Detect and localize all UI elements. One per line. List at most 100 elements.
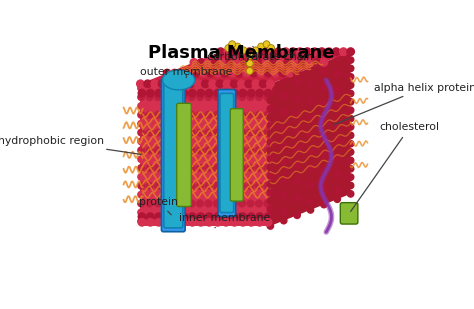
Circle shape bbox=[347, 149, 354, 155]
Circle shape bbox=[347, 174, 354, 180]
Circle shape bbox=[307, 207, 314, 213]
Circle shape bbox=[221, 69, 228, 77]
Circle shape bbox=[250, 69, 257, 77]
Circle shape bbox=[307, 81, 314, 88]
Circle shape bbox=[213, 120, 221, 128]
Circle shape bbox=[188, 173, 196, 181]
Circle shape bbox=[204, 111, 212, 119]
Circle shape bbox=[146, 83, 155, 92]
Circle shape bbox=[246, 191, 255, 199]
Circle shape bbox=[171, 129, 179, 137]
Circle shape bbox=[274, 48, 282, 55]
Circle shape bbox=[263, 173, 271, 181]
Circle shape bbox=[299, 59, 306, 66]
Polygon shape bbox=[270, 52, 351, 226]
Circle shape bbox=[221, 155, 229, 163]
Circle shape bbox=[266, 80, 274, 87]
Circle shape bbox=[196, 155, 204, 163]
Circle shape bbox=[163, 212, 172, 221]
Circle shape bbox=[163, 208, 171, 216]
Circle shape bbox=[213, 191, 221, 199]
Circle shape bbox=[179, 182, 187, 190]
Circle shape bbox=[294, 95, 301, 101]
Circle shape bbox=[154, 84, 162, 92]
Circle shape bbox=[213, 155, 221, 163]
Circle shape bbox=[246, 146, 255, 154]
Circle shape bbox=[307, 65, 314, 71]
Circle shape bbox=[229, 84, 238, 92]
Circle shape bbox=[204, 155, 212, 163]
Circle shape bbox=[267, 198, 273, 204]
Circle shape bbox=[229, 155, 238, 163]
Circle shape bbox=[238, 120, 246, 128]
Circle shape bbox=[146, 191, 154, 199]
Circle shape bbox=[334, 138, 340, 144]
Circle shape bbox=[246, 93, 255, 101]
Circle shape bbox=[163, 89, 172, 98]
Text: cholesterol: cholesterol bbox=[351, 122, 440, 211]
Circle shape bbox=[221, 182, 229, 190]
Circle shape bbox=[146, 111, 154, 119]
Circle shape bbox=[188, 89, 197, 98]
Circle shape bbox=[171, 212, 180, 221]
Circle shape bbox=[347, 82, 354, 88]
Circle shape bbox=[246, 60, 253, 67]
Circle shape bbox=[196, 93, 204, 101]
Circle shape bbox=[229, 138, 238, 146]
Circle shape bbox=[267, 206, 273, 213]
Circle shape bbox=[307, 115, 314, 121]
FancyBboxPatch shape bbox=[220, 93, 234, 213]
Circle shape bbox=[318, 48, 326, 55]
Circle shape bbox=[263, 191, 271, 199]
Circle shape bbox=[230, 212, 239, 221]
Circle shape bbox=[196, 83, 205, 92]
Circle shape bbox=[196, 182, 204, 190]
Circle shape bbox=[263, 199, 271, 208]
Circle shape bbox=[238, 208, 246, 216]
Circle shape bbox=[347, 166, 354, 172]
Circle shape bbox=[213, 138, 221, 146]
Circle shape bbox=[154, 182, 162, 190]
Circle shape bbox=[154, 120, 162, 128]
Circle shape bbox=[213, 212, 222, 221]
Text: Plasma Membrane: Plasma Membrane bbox=[148, 44, 335, 62]
Circle shape bbox=[281, 209, 287, 215]
Circle shape bbox=[196, 191, 204, 199]
Circle shape bbox=[238, 212, 247, 221]
Circle shape bbox=[179, 217, 187, 225]
Circle shape bbox=[347, 49, 354, 55]
Circle shape bbox=[325, 48, 333, 55]
Circle shape bbox=[320, 151, 327, 158]
Circle shape bbox=[213, 102, 221, 110]
Circle shape bbox=[281, 100, 287, 107]
Circle shape bbox=[263, 217, 271, 225]
Circle shape bbox=[179, 138, 187, 146]
Circle shape bbox=[238, 80, 245, 87]
Circle shape bbox=[238, 84, 246, 92]
Circle shape bbox=[320, 101, 327, 108]
Circle shape bbox=[221, 102, 229, 110]
Circle shape bbox=[163, 146, 171, 154]
Circle shape bbox=[154, 199, 162, 208]
Circle shape bbox=[267, 48, 275, 55]
Circle shape bbox=[294, 162, 301, 168]
Circle shape bbox=[163, 102, 171, 110]
Circle shape bbox=[163, 120, 171, 128]
Circle shape bbox=[347, 124, 354, 130]
Circle shape bbox=[267, 139, 273, 146]
Circle shape bbox=[294, 154, 301, 160]
Circle shape bbox=[320, 143, 327, 149]
Circle shape bbox=[204, 191, 212, 199]
Circle shape bbox=[320, 59, 327, 66]
Text: outer membrane: outer membrane bbox=[140, 67, 232, 78]
Circle shape bbox=[213, 217, 221, 225]
Circle shape bbox=[204, 93, 212, 101]
Circle shape bbox=[246, 138, 255, 146]
Circle shape bbox=[179, 208, 187, 216]
Circle shape bbox=[188, 218, 197, 227]
Circle shape bbox=[179, 102, 187, 110]
Circle shape bbox=[221, 164, 229, 172]
Circle shape bbox=[171, 199, 179, 208]
Circle shape bbox=[255, 102, 263, 110]
Circle shape bbox=[155, 218, 163, 227]
